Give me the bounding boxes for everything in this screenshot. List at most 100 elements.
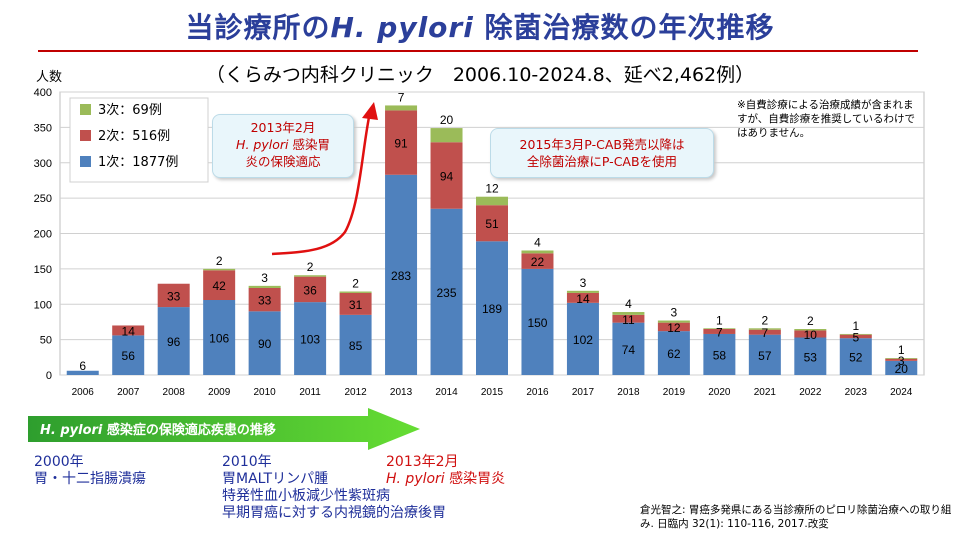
history-2000: 2000年 胃・十二指腸潰瘍	[34, 454, 146, 488]
data-label: 12	[485, 182, 499, 196]
bar-segment	[703, 333, 736, 375]
x-tick-label: 2015	[481, 387, 504, 398]
data-label: 12	[667, 321, 681, 335]
legend-label: 3次：69例	[98, 102, 162, 118]
data-label: 283	[391, 269, 411, 283]
bar-segment	[385, 174, 418, 375]
bar-segment	[385, 105, 418, 111]
data-label: 2	[307, 260, 314, 274]
bar-segment	[657, 320, 690, 323]
bar-segment	[294, 275, 327, 277]
data-label: 62	[667, 347, 681, 361]
x-tick-label: 2021	[754, 387, 777, 398]
data-label: 3	[580, 276, 587, 290]
data-label: 85	[349, 339, 363, 353]
bar-segment	[566, 302, 599, 375]
x-tick-label: 2020	[708, 387, 731, 398]
data-label: 52	[849, 351, 863, 365]
history-item: 胃・十二指腸潰瘍	[34, 471, 146, 487]
insurance-history-label: H. pylori 感染症の保険適応疾患の推移	[40, 423, 276, 438]
callout-arrowhead	[362, 102, 378, 120]
bar-segment	[612, 312, 645, 315]
bar-segment	[385, 110, 418, 175]
bar-segment	[112, 325, 145, 336]
bar-segment	[794, 330, 827, 338]
x-tick-label: 2006	[72, 387, 95, 398]
bar-segment	[794, 337, 827, 375]
data-label: 1	[852, 319, 859, 333]
y-tick-label: 400	[34, 87, 52, 99]
data-label: 7	[716, 325, 723, 339]
x-tick-label: 2016	[526, 387, 549, 398]
data-label: 2	[807, 314, 814, 328]
bar-segment	[203, 270, 236, 301]
callout-pcab: 2015年3月P-CAB発売以降は 全除菌治療にP-CABを使用	[490, 128, 714, 178]
data-label: 31	[349, 298, 363, 312]
data-label: 106	[209, 332, 229, 346]
bar-segment	[430, 208, 463, 375]
page-title: 当診療所のH. pylori 除菌治療数の年次推移	[185, 11, 775, 44]
data-label: 74	[622, 343, 636, 357]
y-tick-label: 0	[46, 370, 52, 382]
bar-segment	[248, 287, 281, 312]
y-tick-label: 150	[34, 264, 52, 276]
data-label: 96	[167, 335, 181, 349]
data-label: 150	[527, 316, 547, 330]
bar-segment	[566, 290, 599, 293]
bar-segment	[521, 268, 554, 375]
bar-segment	[112, 335, 145, 375]
x-tick-label: 2009	[208, 387, 231, 398]
x-tick-label: 2008	[163, 387, 186, 398]
bar-segment	[839, 333, 872, 335]
bar-segment	[657, 331, 690, 375]
y-tick-label: 300	[34, 158, 52, 170]
bar-segment	[885, 360, 918, 375]
data-label: 91	[394, 137, 408, 151]
y-tick-label: 100	[34, 299, 52, 311]
subtitle: （くらみつ内科クリニック 2006.10-2024.8、延べ2,462例）	[205, 64, 755, 86]
history-year: 2000年	[34, 454, 84, 470]
bar-segment	[248, 311, 281, 375]
data-label: 10	[804, 328, 818, 342]
data-label: 36	[303, 283, 317, 297]
data-label: 14	[576, 292, 590, 306]
data-label: 7	[398, 90, 405, 104]
history-item: 特発性血小板減少性紫斑病	[222, 488, 390, 504]
x-tick-label: 2012	[344, 387, 367, 398]
bar-segment	[339, 292, 372, 315]
bar-segment	[476, 196, 508, 206]
data-label: 58	[713, 348, 727, 362]
bar-segment	[839, 338, 872, 375]
data-label: 22	[531, 255, 545, 269]
bar-segment	[294, 276, 327, 303]
legend-label: 2次：516例	[98, 128, 170, 144]
data-label: 56	[122, 349, 136, 363]
x-tick-label: 2010	[254, 387, 277, 398]
data-label: 189	[482, 302, 502, 316]
x-tick-label: 2019	[663, 387, 686, 398]
data-label: 90	[258, 337, 272, 351]
data-label: 1	[716, 313, 723, 327]
data-label: 7	[761, 326, 768, 340]
history-year: 2013年2月	[386, 454, 459, 470]
bar-segment	[157, 307, 190, 375]
bar-segment	[748, 329, 781, 335]
bar-segment	[521, 253, 554, 269]
data-label: 42	[212, 279, 226, 293]
bar-segment	[294, 302, 327, 375]
bar-segment	[885, 358, 918, 361]
data-label: 4	[534, 235, 541, 249]
legend-swatch	[80, 156, 91, 167]
x-tick-label: 2023	[845, 387, 868, 398]
callout-growth-arrow	[271, 111, 372, 256]
data-label: 53	[804, 350, 818, 364]
bar-segment	[703, 329, 736, 334]
x-tick-label: 2014	[435, 387, 458, 398]
bar-segment	[839, 334, 872, 339]
bar-segment	[612, 322, 645, 375]
bar-segment	[157, 283, 190, 308]
x-tick-label: 2018	[617, 387, 640, 398]
bar-segment	[476, 241, 508, 375]
data-label: 3	[671, 306, 678, 320]
